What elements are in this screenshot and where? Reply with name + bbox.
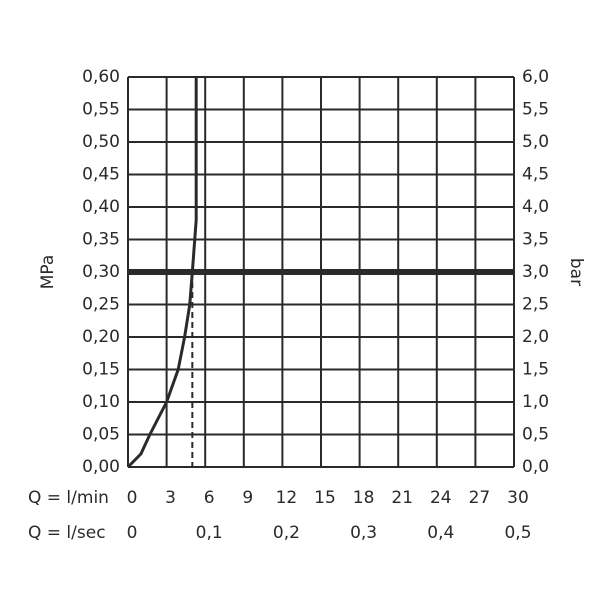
y-tick-label: 0,40 [82,197,120,217]
curve [126,77,198,469]
x-tick-label: 24 [430,488,452,508]
y2-tick-label: 3,5 [522,230,549,250]
y2-tick-label: 5,0 [522,132,549,152]
x2-tick-label: 0,2 [273,523,300,543]
y-tick-label: 0,05 [82,425,120,445]
x-tick-label: 6 [204,488,215,508]
x-tick-label: 15 [314,488,336,508]
y-tick-label: 0,50 [82,132,120,152]
x2-axis-label: Q = l/sec [28,523,106,543]
y-tick-label: 0,00 [82,457,120,477]
y-tick-label: 0,30 [82,262,120,282]
x-axis-label: Q = l/min [28,488,109,508]
y-tick-label: 0,25 [82,295,120,315]
y-tick-label: 0,55 [82,100,120,120]
x2-tick-label: 0,4 [427,523,454,543]
y2-axis-label: bar [566,258,586,286]
y2-tick-label: 0,5 [522,425,549,445]
y2-tick-label: 2,5 [522,295,549,315]
x-tick-label: 30 [507,488,529,508]
x-tick-label: 3 [165,488,176,508]
x2-tick-label: 0,5 [504,523,531,543]
y2-tick-label: 5,5 [522,100,549,120]
y-tick-label: 0,20 [82,327,120,347]
y-tick-label: 0,60 [82,67,120,87]
x2-tick-label: 0 [127,523,138,543]
y2-tick-label: 0,0 [522,457,549,477]
x2-tick-label: 0,1 [196,523,223,543]
y2-tick-label: 6,0 [522,67,549,87]
y2-tick-label: 1,5 [522,360,549,380]
y2-tick-label: 4,5 [522,165,549,185]
y-tick-label: 0,10 [82,392,120,412]
y2-tick-label: 4,0 [522,197,549,217]
y-tick-label: 0,45 [82,165,120,185]
x-tick-label: 21 [391,488,413,508]
x-tick-label: 0 [127,488,138,508]
y2-tick-label: 2,0 [522,327,549,347]
x-tick-label: 18 [353,488,375,508]
y-tick-label: 0,35 [82,230,120,250]
y-axis-label: MPa [38,255,58,290]
x2-tick-label: 0,3 [350,523,377,543]
x-tick-label: 27 [469,488,491,508]
x-tick-label: 12 [276,488,298,508]
y-tick-label: 0,15 [82,360,120,380]
x-tick-label: 9 [242,488,253,508]
y2-tick-label: 3,0 [522,262,549,282]
y2-tick-label: 1,0 [522,392,549,412]
